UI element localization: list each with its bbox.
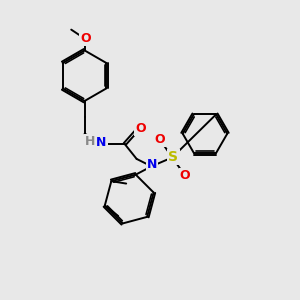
Text: N: N: [147, 158, 157, 171]
Text: O: O: [135, 122, 146, 135]
Text: S: S: [169, 150, 178, 164]
Text: O: O: [80, 32, 91, 45]
Text: N: N: [96, 136, 107, 149]
Text: O: O: [155, 133, 165, 146]
Text: O: O: [180, 169, 190, 182]
Text: H: H: [85, 135, 96, 148]
